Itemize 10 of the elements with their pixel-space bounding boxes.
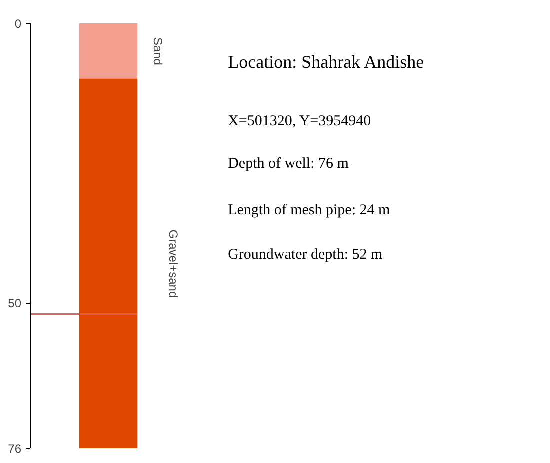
text: Sand [150,37,165,66]
text: Depth of well: 76 m [228,156,350,172]
text: Groundwater depth: 52 m [228,247,383,264]
text: Length of mesh pipe: 24 m [228,202,390,218]
y-tick-label: 0 [14,17,22,31]
text: Gravel+sand [166,230,180,298]
text: Location: Shahrak Andishe [228,52,424,72]
text: X=501320, Y=3954940 [228,113,372,130]
y-tick-label: 50 [8,296,22,311]
y-tick-label: 76 [8,442,22,456]
